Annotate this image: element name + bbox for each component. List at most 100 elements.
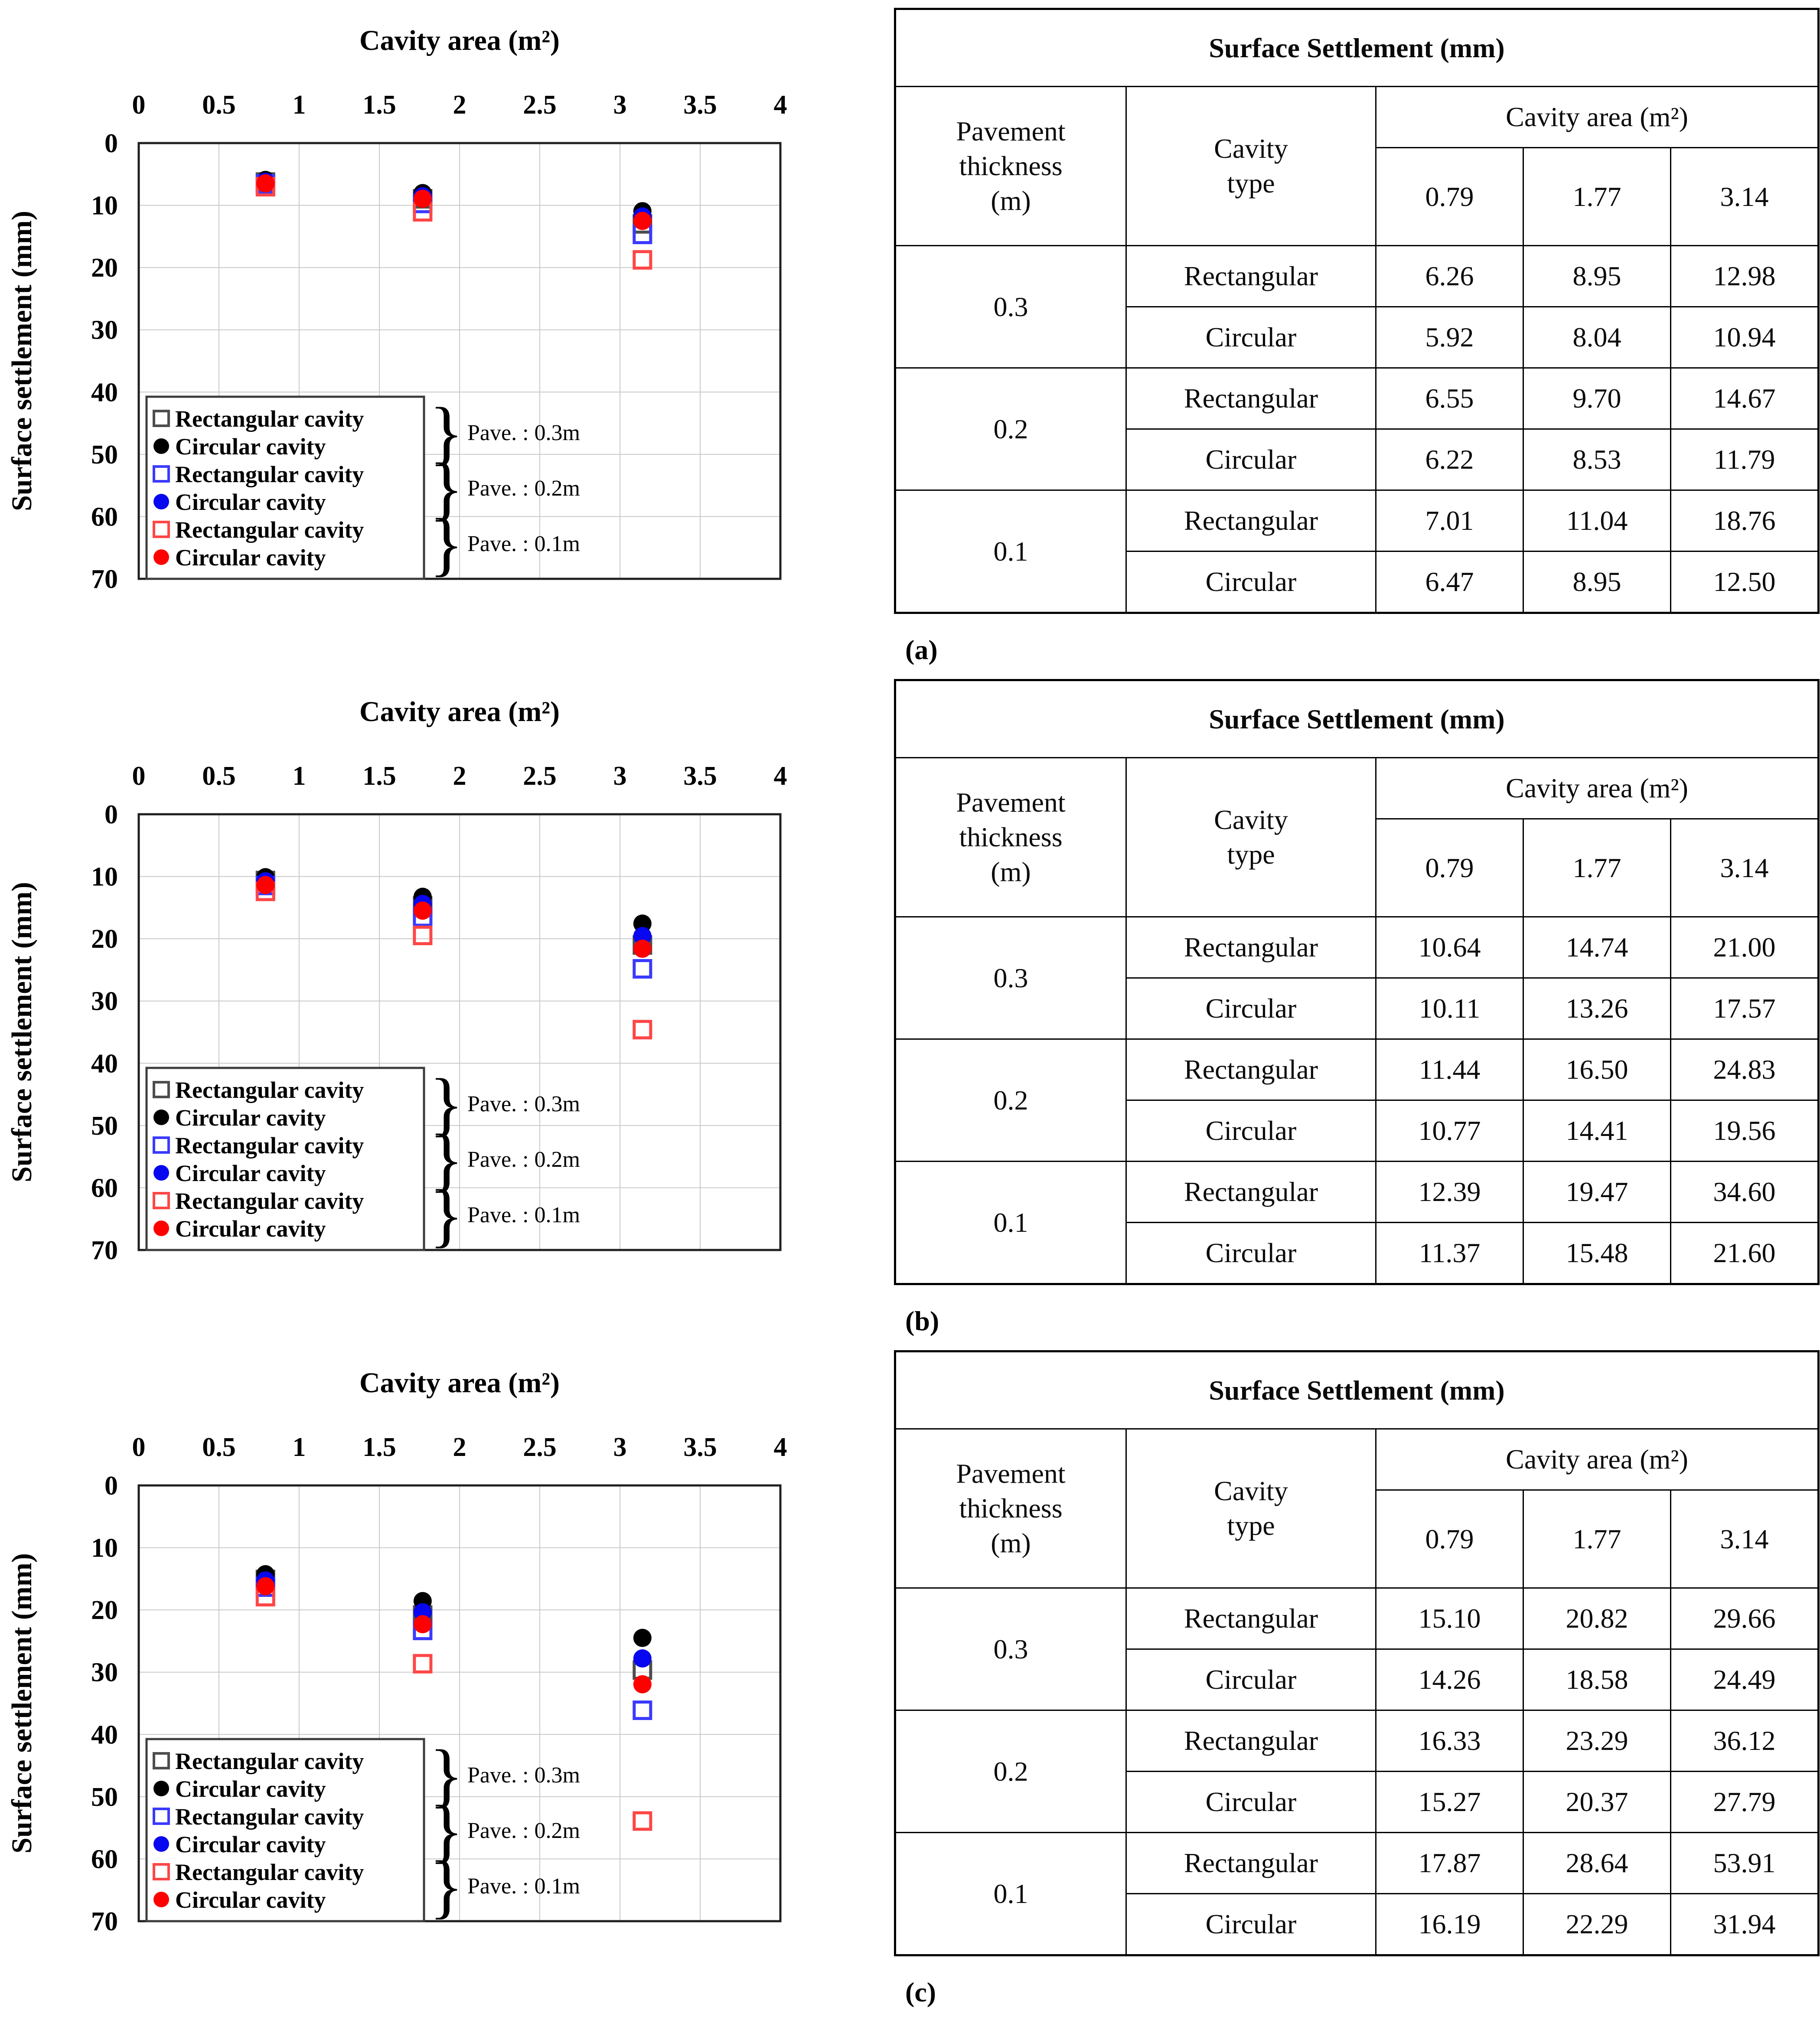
legend-square-open-icon: [153, 410, 170, 427]
cavity-area-value-header: 1.77: [1523, 147, 1671, 246]
cavity-type-cell: Circular: [1125, 1893, 1376, 1956]
settlement-value-cell: 14.41: [1523, 1100, 1671, 1162]
cavity-area-header: Cavity area (m²): [1375, 1428, 1820, 1491]
x-tick-label: 4: [774, 761, 787, 791]
table-wrap-a: Surface Settlement (mm) Pavement thicknes…: [894, 8, 1820, 666]
settlement-value-cell: 10.94: [1670, 306, 1820, 369]
scatter-chart-a: Cavity area (m²) 0 0.5 1 1.5 2 2.5 3 3.5 4 0 10 20 30…: [0, 0, 893, 671]
settlement-value-cell: 11.04: [1523, 490, 1671, 552]
pave-thickness-label: Pave. : 0.3m: [467, 1092, 580, 1116]
settlement-value-cell: 24.83: [1670, 1038, 1820, 1101]
x-tick-label: 0: [132, 761, 146, 791]
legend-group-brace: }: [429, 1064, 463, 1143]
y-tick-label: 60: [91, 502, 118, 532]
pave-thickness-label: Pave. : 0.2m: [467, 476, 580, 501]
y-tick-label: 30: [91, 316, 118, 345]
data-point-b-s5p1: [413, 901, 432, 920]
settlement-value-cell: 27.79: [1670, 1771, 1820, 1833]
data-point-a-s5p2: [633, 212, 652, 230]
pave-thickness-label: Pave. : 0.1m: [467, 532, 580, 556]
settlement-value-cell: 22.29: [1523, 1893, 1671, 1956]
cavity-type-cell: Rectangular: [1125, 916, 1376, 979]
legend-square-open-icon: [153, 1863, 170, 1880]
pave-thickness-label: Pave. : 0.2m: [467, 1818, 580, 1843]
table-title: Surface Settlement (mm): [894, 679, 1820, 758]
thickness-cell: 0.2: [894, 1038, 1127, 1162]
y-tick-label: 0: [104, 129, 118, 158]
y-tick-label: 10: [91, 862, 118, 892]
data-point-c-s2p2: [633, 1700, 652, 1720]
pavement-thickness-header: Pavement thickness (m): [894, 1428, 1127, 1589]
pave-thickness-label: Pave. : 0.1m: [467, 1874, 580, 1899]
surface-settlement-table: Surface Settlement (mm) Pavement thicknes…: [894, 8, 1820, 614]
settlement-value-cell: 15.27: [1375, 1771, 1524, 1833]
legend-group-brace: }: [429, 1791, 463, 1870]
pave-thickness-label: Pave. : 0.2m: [467, 1147, 580, 1172]
thickness-cell: 0.1: [894, 1161, 1127, 1285]
thickness-cell: 0.2: [894, 367, 1127, 491]
table-wrap-c: Surface Settlement (mm) Pavement thicknes…: [894, 1350, 1820, 2008]
x-tick-label: 0.5: [202, 1433, 236, 1462]
x-tick-label: 2.5: [523, 90, 557, 120]
settlement-value-cell: 16.19: [1375, 1893, 1524, 1956]
table-title: Surface Settlement (mm): [894, 8, 1820, 87]
settlement-value-cell: 9.70: [1523, 367, 1671, 430]
legend-entry-label: Circular cavity: [175, 434, 326, 460]
legend-square-open-icon: [153, 465, 170, 483]
table-row: 0.3 Rectangular 10.64 14.74 21.00: [894, 916, 1820, 1040]
x-tick-label: 4: [774, 90, 787, 120]
y-tick-label: 70: [91, 1907, 118, 1936]
y-axis-title: Surface settlement (mm): [6, 211, 38, 511]
cavity-type-cell: Rectangular: [1125, 245, 1376, 307]
table-row: Circular 6.22 8.53 11.79: [895, 428, 1820, 491]
y-axis-title: Surface settlement (mm): [6, 882, 38, 1182]
settlement-table-c: Surface Settlement (mm) Pavement thicknes…: [894, 1350, 1820, 1956]
x-tick-label: 0: [132, 1433, 146, 1462]
legend-group-brace: }: [429, 1846, 463, 1926]
y-tick-label: 50: [91, 1111, 118, 1141]
surface-settlement-table: Surface Settlement (mm) Pavement thicknes…: [894, 679, 1820, 1285]
cavity-area-value-header: 3.14: [1670, 1489, 1820, 1589]
legend-circle-icon: [153, 494, 169, 509]
settlement-value-cell: 6.26: [1375, 245, 1524, 307]
data-point-c-s4p1: [413, 1654, 433, 1674]
table-row: Circular 15.27 20.37 27.79: [895, 1771, 1820, 1833]
data-point-b-s5p2: [633, 940, 652, 958]
legend-circle-icon: [153, 549, 169, 565]
settlement-value-cell: 6.47: [1375, 551, 1524, 614]
legend-entry-label: Rectangular cavity: [175, 1133, 364, 1159]
cavity-area-value-header: 3.14: [1670, 818, 1820, 917]
legend-entry-label: Rectangular cavity: [175, 406, 364, 432]
x-tick-label: 2.5: [523, 1433, 557, 1462]
settlement-value-cell: 13.26: [1523, 977, 1671, 1040]
legend-square-open-icon: [153, 1808, 170, 1825]
cavity-type-cell: Circular: [1125, 1771, 1376, 1833]
settlement-value-cell: 10.77: [1375, 1100, 1524, 1162]
legend-group-brace: }: [429, 1735, 463, 1815]
cavity-type-cell: Circular: [1125, 1648, 1376, 1711]
table-row: 0.2 Rectangular 6.55 9.70 14.67: [894, 367, 1820, 491]
y-tick-label: 10: [91, 191, 118, 221]
scatter-plot-c: Cavity area (m²)0 0.5 1 1.5 2 2.5 3 3.5 40102030…: [6, 1367, 787, 1936]
table-row: 0.2 Rectangular 16.33 23.29 36.12: [894, 1710, 1820, 1833]
y-tick-label: 70: [91, 565, 118, 594]
settlement-value-cell: 17.87: [1375, 1832, 1524, 1894]
y-tick-label: 0: [104, 800, 118, 829]
cavity-type-cell: Rectangular: [1125, 490, 1376, 552]
settlement-table-a: Surface Settlement (mm) Pavement thicknes…: [894, 8, 1820, 614]
settlement-value-cell: 21.60: [1670, 1222, 1820, 1285]
thickness-cell: 0.3: [894, 1587, 1127, 1711]
table-row: 0.2 Rectangular 11.44 16.50 24.83: [894, 1038, 1820, 1162]
legend-box: [145, 1067, 425, 1251]
table-row: 0.3 Rectangular 15.10 20.82 29.66: [894, 1587, 1820, 1711]
legend-box: [145, 1738, 425, 1922]
table-row: Circular 5.92 8.04 10.94: [895, 306, 1820, 369]
thickness-cell: 0.1: [894, 1832, 1127, 1956]
legend-entry-label: Rectangular cavity: [175, 461, 364, 487]
legend-square-open-icon: [153, 1752, 170, 1769]
data-point-b-s4p2: [633, 1020, 652, 1040]
table-row: Circular 16.19 22.29 31.94: [895, 1893, 1820, 1956]
y-tick-label: 30: [91, 1658, 118, 1687]
settlement-value-cell: 5.92: [1375, 306, 1524, 369]
legend-entry-label: Circular cavity: [175, 545, 326, 571]
